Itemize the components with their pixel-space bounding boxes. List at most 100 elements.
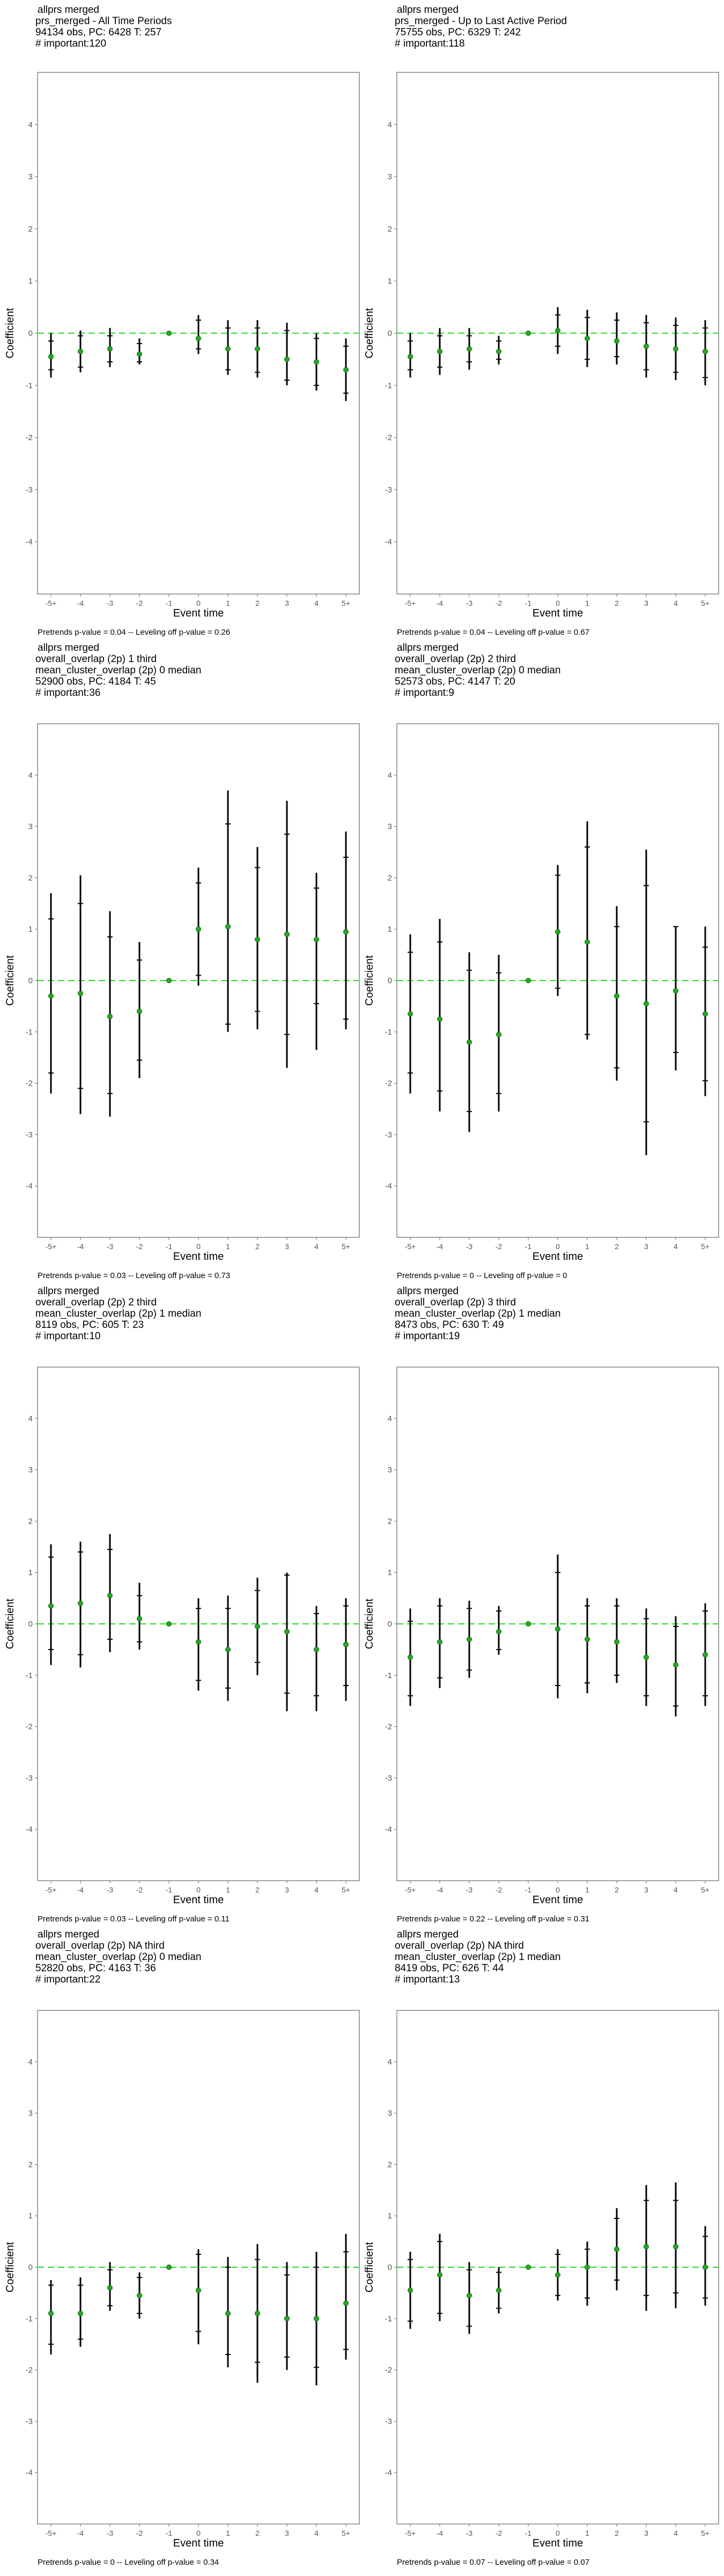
title-line: 52573 obs, PC: 4147 T: 20 [395,676,515,687]
x-tick-label: -1 [525,2529,532,2537]
x-tick-label: 5+ [701,1885,710,1894]
x-tick-label: -4 [437,599,444,607]
x-tick-label: 3 [644,1242,648,1251]
point-estimate [673,2244,678,2250]
point-estimate [48,993,54,999]
x-tick-label: 4 [314,599,319,607]
x-tick-label: 4 [674,2529,678,2537]
point-estimate [408,2288,413,2293]
x-tick-label: 2 [255,599,260,607]
y-tick-label: 2 [388,2160,392,2169]
point-estimate [137,2292,142,2298]
point-estimate [48,354,54,360]
x-tick-label: -4 [437,1242,444,1251]
x-axis-label: Event time [173,1894,224,1906]
x-tick-label: -1 [525,599,532,607]
footnote: Pretrends p-value = 0.03 -- Leveling off… [38,1271,230,1280]
y-tick-label: -4 [385,2468,392,2477]
y-tick-label: 0 [388,976,392,985]
x-tick-label: -5+ [46,2529,57,2537]
x-tick-label: 3 [644,599,648,607]
point-estimate [166,330,172,336]
x-tick-label: 2 [255,1242,260,1251]
y-tick-label: -4 [26,1182,33,1191]
x-tick-label: -5+ [46,1242,57,1251]
point-estimate [644,2244,649,2250]
footnote: Pretrends p-value = 0.07 -- Leveling off… [397,2558,589,2567]
x-tick-label: 2 [615,1242,619,1251]
point-estimate [644,1001,649,1007]
point-estimate [585,1636,590,1642]
point-estimate [225,924,231,930]
point-estimate [496,1629,501,1635]
y-tick-label: 1 [388,925,392,934]
point-estimate [526,1621,531,1627]
point-estimate [343,2300,349,2306]
y-tick-label: -4 [385,538,392,547]
point-estimate [196,336,201,342]
point-estimate [78,2311,83,2317]
y-axis-label: Coefficient [4,1598,16,1649]
point-estimate [255,937,260,942]
y-tick-label: 3 [388,1466,392,1475]
point-estimate [166,1621,172,1627]
x-tick-label: -5+ [46,599,57,607]
x-tick-label: 1 [585,599,589,607]
title-line: allprs merged [397,642,459,654]
y-axis-label: Coefficient [4,955,16,1006]
x-tick-label: 0 [196,1885,201,1894]
point-estimate [703,1011,708,1017]
x-tick-label: 2 [615,1885,619,1894]
x-axis-label: Event time [173,607,224,619]
y-tick-label: -4 [26,2468,33,2477]
point-estimate [496,1031,501,1037]
x-tick-label: 4 [674,1242,678,1251]
x-tick-label: -2 [496,2529,503,2537]
y-tick-label: 4 [388,2058,392,2067]
x-tick-label: 5+ [342,1242,350,1251]
x-tick-label: 1 [226,1885,230,1894]
y-tick-label: -3 [385,1130,392,1139]
point-estimate [343,367,349,373]
x-tick-label: -5+ [46,1885,57,1894]
y-tick-label: 2 [28,225,33,234]
title-line: overall_overlap (2p) 3 third [395,1297,516,1308]
point-estimate [467,2292,472,2298]
x-tick-label: 2 [615,2529,619,2537]
y-tick-label: 2 [28,873,33,882]
point-estimate [225,346,231,352]
point-estimate [225,2311,231,2317]
point-estimate [166,2265,172,2270]
title-line: 75755 obs, PC: 6329 T: 242 [395,27,521,38]
point-estimate [137,1008,142,1014]
y-tick-label: -2 [385,1079,392,1088]
y-tick-label: 1 [28,2211,33,2221]
y-tick-label: 1 [388,277,392,286]
title-line: mean_cluster_overlap (2p) 1 median [395,1951,560,1963]
y-tick-label: 3 [28,2109,33,2118]
x-tick-label: 5+ [342,2529,350,2537]
x-tick-label: -4 [77,1242,84,1251]
y-tick-label: 4 [388,120,392,129]
x-tick-label: 1 [226,1242,230,1251]
y-tick-label: 1 [28,1568,33,1577]
point-estimate [107,346,113,352]
x-tick-label: -3 [107,2529,114,2537]
x-tick-label: -3 [107,599,114,607]
x-tick-label: 0 [196,599,201,607]
title-line: # important:36 [35,687,100,699]
y-tick-label: 2 [388,1517,392,1526]
x-tick-label: 3 [285,599,289,607]
title-line: overall_overlap (2p) 2 third [395,654,516,665]
y-tick-label: -2 [385,433,392,442]
point-estimate [137,1616,142,1622]
x-tick-label: -3 [466,2529,473,2537]
x-axis-label: Event time [173,2537,224,2549]
title-line: allprs merged [38,1286,99,1297]
y-tick-label: 1 [28,925,33,934]
point-estimate [555,328,560,333]
y-tick-label: 1 [388,1568,392,1577]
